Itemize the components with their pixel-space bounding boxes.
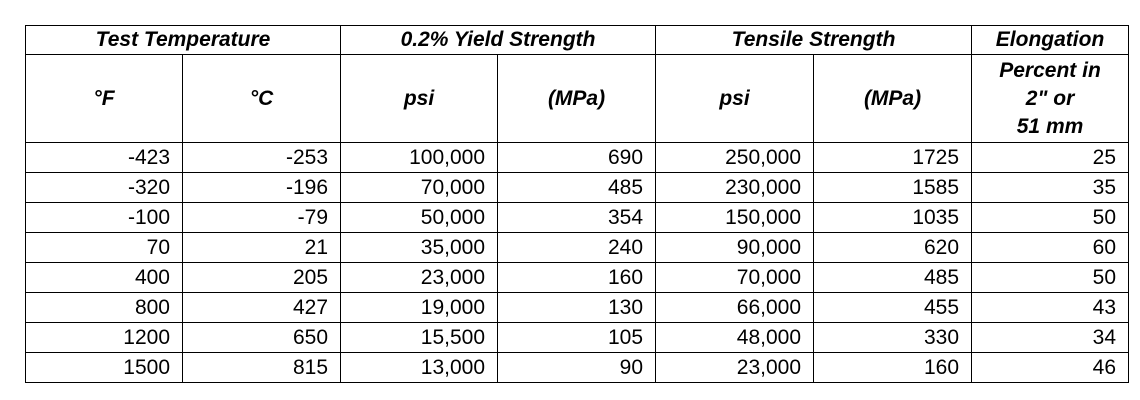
header-line: (MPa) bbox=[863, 86, 922, 110]
table-cell: 250,000 bbox=[655, 142, 815, 173]
table-cell: 90 bbox=[497, 352, 657, 383]
table-cell: 13,000 bbox=[340, 352, 499, 383]
table-cell: 455 bbox=[813, 292, 973, 323]
table-cell: 1200 bbox=[25, 322, 183, 353]
table-cell: 650 bbox=[181, 322, 342, 353]
table-cell: 66,000 bbox=[655, 292, 815, 323]
header-line: psi bbox=[403, 86, 435, 110]
header-line: °F bbox=[93, 86, 115, 110]
table-cell: 485 bbox=[813, 262, 973, 293]
table-cell: 400 bbox=[25, 262, 183, 293]
header-line: psi bbox=[719, 86, 750, 110]
table-header: Test Temperature 0.2% Yield Strength Tensi… bbox=[24, 25, 1130, 143]
table-cell: 19,000 bbox=[340, 292, 499, 323]
table-cell: 1500 bbox=[25, 352, 183, 383]
table-cell: 105 bbox=[497, 322, 657, 353]
table-cell: 1725 bbox=[813, 142, 973, 173]
table-cell: 50 bbox=[971, 202, 1130, 233]
table-cell: 330 bbox=[813, 322, 973, 353]
table-row: -423 -253 100,000 690 250,000 1725 25 bbox=[25, 142, 1130, 173]
table-cell: 150,000 bbox=[655, 202, 815, 233]
table-cell: 205 bbox=[181, 262, 342, 293]
table-cell: 60 bbox=[971, 232, 1130, 263]
table-cell: 160 bbox=[813, 352, 973, 383]
table-cell: 43 bbox=[971, 292, 1130, 323]
table-cell: 70,000 bbox=[655, 262, 815, 293]
table-cell: 160 bbox=[497, 262, 657, 293]
table-cell: 35 bbox=[971, 172, 1130, 203]
table-cell: 50,000 bbox=[340, 202, 499, 233]
table-cell: 23,000 bbox=[340, 262, 499, 293]
data-table: Test Temperature 0.2% Yield Strength Tensi… bbox=[24, 25, 1130, 383]
table-cell: -320 bbox=[25, 172, 183, 203]
table-cell: 70,000 bbox=[340, 172, 499, 203]
table-cell: -423 bbox=[25, 142, 183, 173]
header-line: Percent in bbox=[999, 58, 1101, 82]
table-cell: 70 bbox=[25, 232, 183, 263]
table-cell: -253 bbox=[181, 142, 342, 173]
sub-header: (MPa) bbox=[813, 54, 973, 143]
header-line: 2" or bbox=[1025, 86, 1075, 110]
table-cell: -196 bbox=[181, 172, 342, 203]
table-cell: 50 bbox=[971, 262, 1130, 293]
table-row: 800 427 19,000 130 66,000 455 43 bbox=[25, 292, 1130, 323]
sub-header: (MPa) bbox=[497, 54, 657, 143]
table-cell: 240 bbox=[497, 232, 657, 263]
group-header: 0.2% Yield Strength bbox=[340, 25, 657, 55]
table-cell: 1585 bbox=[813, 172, 973, 203]
sub-header: psi bbox=[340, 54, 499, 143]
sub-header: °C bbox=[181, 54, 342, 143]
table-cell: 46 bbox=[971, 352, 1130, 383]
table-cell: -79 bbox=[181, 202, 342, 233]
header-line: 51 mm bbox=[1016, 114, 1084, 138]
table-cell: 100,000 bbox=[340, 142, 499, 173]
table-row: 70 21 35,000 240 90,000 620 60 bbox=[25, 232, 1130, 263]
table-cell: 620 bbox=[813, 232, 973, 263]
group-header: Elongation bbox=[971, 25, 1130, 55]
table-cell: 90,000 bbox=[655, 232, 815, 263]
table-row: 1200 650 15,500 105 48,000 330 34 bbox=[25, 322, 1130, 353]
sub-header-row: °F °C psi (MPa) psi (MPa) Percent in 2" or 51 mm bbox=[25, 54, 1130, 143]
table-row: 1500 815 13,000 90 23,000 160 46 bbox=[25, 352, 1130, 383]
table-cell: 1035 bbox=[813, 202, 973, 233]
table-cell: 23,000 bbox=[655, 352, 815, 383]
table-cell: 230,000 bbox=[655, 172, 815, 203]
table-cell: 815 bbox=[181, 352, 342, 383]
table-cell: 35,000 bbox=[340, 232, 499, 263]
table-cell: 21 bbox=[181, 232, 342, 263]
table-row: -320 -196 70,000 485 230,000 1585 35 bbox=[25, 172, 1130, 203]
table-cell: 690 bbox=[497, 142, 657, 173]
header-line: °C bbox=[249, 86, 274, 110]
table-cell: 15,500 bbox=[340, 322, 499, 353]
table-row: -100 -79 50,000 354 150,000 1035 50 bbox=[25, 202, 1130, 233]
sub-header: Percent in 2" or 51 mm bbox=[971, 54, 1130, 143]
table-cell: 354 bbox=[497, 202, 657, 233]
header-line: (MPa) bbox=[547, 86, 606, 110]
table-row: 400 205 23,000 160 70,000 485 50 bbox=[25, 262, 1130, 293]
sub-header: °F bbox=[25, 54, 183, 143]
group-header: Test Temperature bbox=[24, 25, 342, 55]
table-body: -423 -253 100,000 690 250,000 1725 25 -320 -196 7… bbox=[25, 142, 1130, 383]
group-header-row: Test Temperature 0.2% Yield Strength Tensi… bbox=[24, 25, 1130, 55]
table-cell: -100 bbox=[25, 202, 183, 233]
group-header: Tensile Strength bbox=[655, 25, 973, 55]
table-cell: 34 bbox=[971, 322, 1130, 353]
table-cell: 485 bbox=[497, 172, 657, 203]
table-cell: 800 bbox=[25, 292, 183, 323]
table-cell: 25 bbox=[971, 142, 1130, 173]
table-cell: 130 bbox=[497, 292, 657, 323]
table-cell: 427 bbox=[181, 292, 342, 323]
table-cell: 48,000 bbox=[655, 322, 815, 353]
sub-header: psi bbox=[655, 54, 815, 143]
